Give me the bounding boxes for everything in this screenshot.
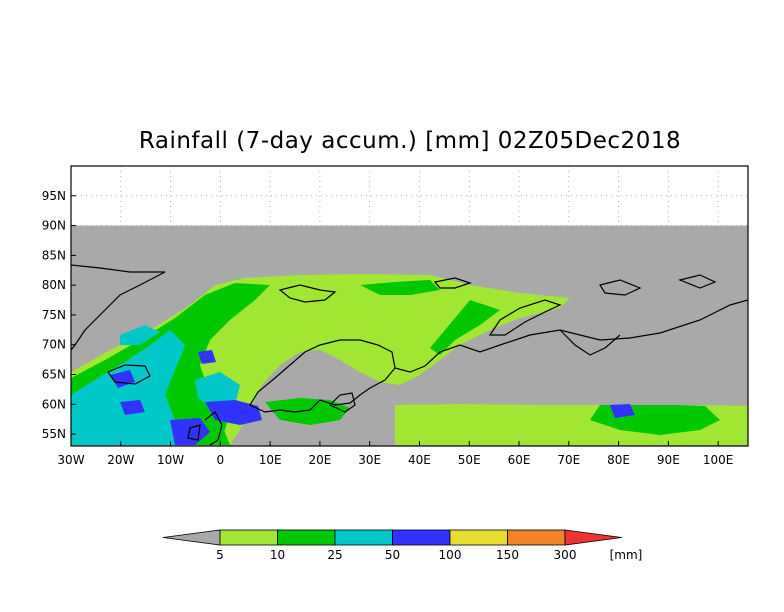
lat-tick-label: 60N [42, 397, 66, 411]
russia-north-coast [394, 299, 748, 373]
lon-tick-labels: 30W 20W 10W 0 10E 20E 30E 40E 50E 60E 70E 80E 90E 100… [57, 441, 733, 467]
taymyr-coast [559, 329, 621, 356]
map-plot-area: 30W 20W 10W 0 10E 20E 30E 40E 50E 60E 70E 80E 90E 100… [42, 165, 749, 467]
scandinavia-coast [249, 339, 396, 413]
lon-tick-label: 20W [107, 453, 134, 467]
colorbar-segment [219, 529, 278, 546]
colorbar-below-triangle [162, 529, 221, 546]
british-isles [187, 411, 223, 446]
colorbar: 5 10 25 50 100 150 300 [mm] [162, 529, 643, 562]
lat-tick-label: 95N [42, 189, 66, 203]
colorbar-label: 50 [385, 548, 400, 562]
plot-frame [70, 165, 749, 447]
lon-tick-label: 10E [259, 453, 282, 467]
lon-tick-label: 60E [508, 453, 531, 467]
colorbar-label: 100 [439, 548, 462, 562]
baltic-coast [328, 392, 356, 413]
rainfall-field [71, 225, 748, 446]
svalbard [278, 284, 337, 303]
lon-tick-label: 10W [157, 453, 184, 467]
lat-tick-label: 85N [42, 248, 66, 262]
colorbar-segment [334, 529, 393, 546]
colorbar-segment [277, 529, 336, 546]
colorbar-segment [392, 529, 451, 546]
lat-tick-labels: 55N 60N 65N 70N 75N 80N 85N 90N 95N [42, 189, 76, 441]
lon-tick-label: 20E [308, 453, 331, 467]
lon-tick-label: 50E [458, 453, 481, 467]
lon-tick-label: 30W [57, 453, 84, 467]
colorbar-above-triangle [564, 529, 623, 546]
franz-josef-land [433, 277, 472, 289]
colorbar-label: 150 [496, 548, 519, 562]
colorbar-label: 5 [216, 548, 224, 562]
coastlines [71, 264, 748, 446]
novaya-zemlya [488, 299, 562, 336]
severnaya-zemlya [599, 279, 642, 296]
lat-tick-label: 75N [42, 308, 66, 322]
lat-tick-label: 70N [42, 338, 66, 352]
colorbar-segment [507, 529, 566, 546]
colorbar-unit-label: [mm] [610, 548, 643, 562]
map-title: Rainfall (7-day accum.) [mm] 02Z05Dec201… [138, 128, 682, 154]
lon-tick-label: 40E [408, 453, 431, 467]
colorbar-segment [449, 529, 508, 546]
colorbar-label: 10 [270, 548, 285, 562]
lat-tick-label: 55N [42, 427, 66, 441]
lat-tick-label: 90N [42, 219, 66, 233]
lon-tick-label: 0 [217, 453, 225, 467]
iceland-coast [107, 364, 151, 385]
rain-band-25-50 [71, 325, 240, 445]
lon-tick-label: 90E [657, 453, 680, 467]
greenland-coast [71, 264, 166, 351]
new-siberian-islands [678, 274, 717, 289]
lon-tick-label: 80E [607, 453, 630, 467]
lon-tick-label: 100E [703, 453, 734, 467]
colorbar-label: 25 [327, 548, 342, 562]
lat-tick-label: 65N [42, 368, 66, 382]
lon-tick-label: 30E [358, 453, 381, 467]
colorbar-label: 300 [554, 548, 577, 562]
lat-tick-label: 80N [42, 278, 66, 292]
lon-tick-label: 70E [557, 453, 580, 467]
